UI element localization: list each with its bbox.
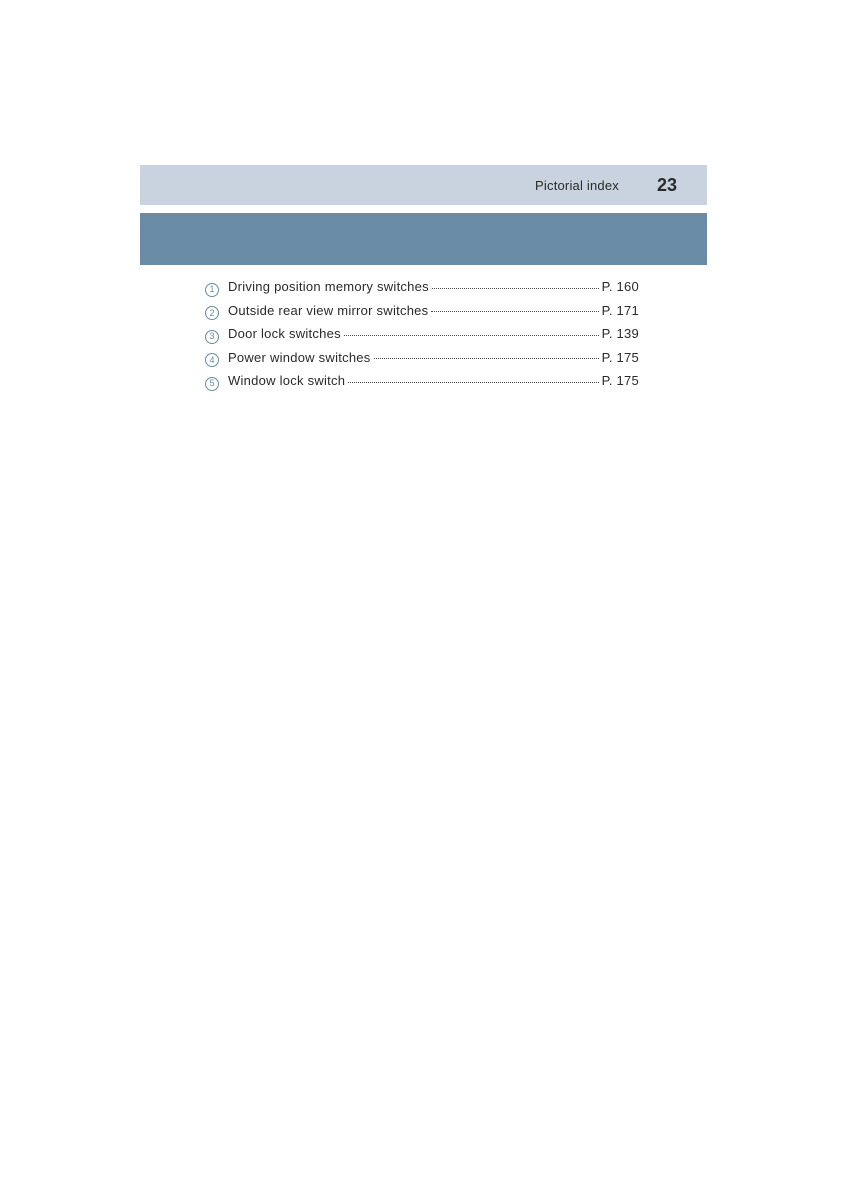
index-entry: 4 Power window switches P. 175	[205, 350, 639, 367]
dot-leader	[432, 288, 599, 289]
page-number: 23	[657, 175, 677, 196]
entry-page-ref: P. 160	[602, 279, 639, 294]
entry-label: Window lock switch	[228, 373, 345, 388]
circled-number-icon: 3	[205, 330, 219, 344]
dot-leader	[348, 382, 598, 383]
circled-number-icon: 2	[205, 306, 219, 320]
index-entry: 1 Driving position memory switches P. 16…	[205, 279, 639, 296]
header-bar-light: Pictorial index 23	[140, 165, 707, 205]
entry-label: Driving position memory switches	[228, 279, 429, 294]
index-entry: 2 Outside rear view mirror switches P. 1…	[205, 303, 639, 320]
index-entry: 3 Door lock switches P. 139	[205, 326, 639, 343]
circled-number-icon: 5	[205, 377, 219, 391]
entry-page-ref: P. 139	[602, 326, 639, 341]
header-bar-dark	[140, 213, 707, 265]
entry-page-ref: P. 175	[602, 350, 639, 365]
document-page: Pictorial index 23 1 Driving position me…	[140, 165, 707, 397]
entry-label: Door lock switches	[228, 326, 341, 341]
circled-number-icon: 1	[205, 283, 219, 297]
dot-leader	[431, 311, 598, 312]
dot-leader	[374, 358, 599, 359]
entry-page-ref: P. 171	[602, 303, 639, 318]
section-label: Pictorial index	[535, 178, 619, 193]
entry-page-ref: P. 175	[602, 373, 639, 388]
circled-number-icon: 4	[205, 353, 219, 367]
index-entry: 5 Window lock switch P. 175	[205, 373, 639, 390]
entry-label: Power window switches	[228, 350, 371, 365]
index-list: 1 Driving position memory switches P. 16…	[140, 279, 707, 390]
entry-label: Outside rear view mirror switches	[228, 303, 428, 318]
header-gap	[140, 205, 707, 213]
dot-leader	[344, 335, 599, 336]
